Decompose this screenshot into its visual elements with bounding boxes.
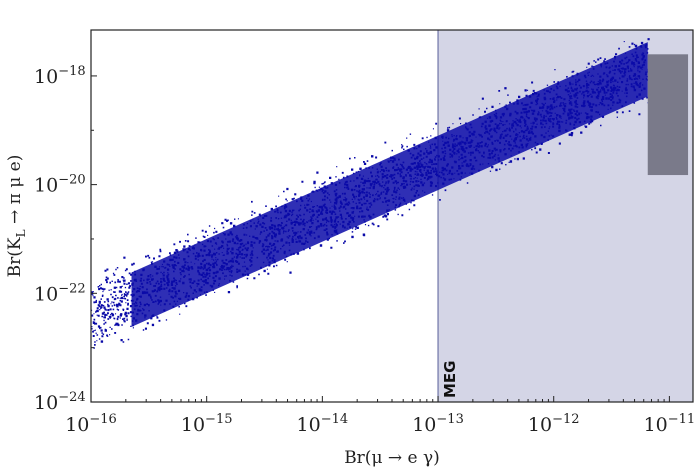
y-tick-label: 10−24	[34, 390, 86, 414]
y-tick-label: 10−18	[34, 64, 86, 88]
meg-label: MEG	[441, 361, 459, 399]
x-axis-label: Br(μ → e γ)	[344, 448, 440, 468]
x-axis-ticks: 10−16 10−15 10−14 10−13 10−12 10−11	[65, 396, 695, 436]
x-tick-label: 10−11	[644, 412, 696, 436]
y-axis-ticks: 10−24 10−22 10−20 10−18	[34, 64, 97, 414]
scatter-point-cloud	[91, 38, 650, 349]
y-tick-label: 10−20	[34, 173, 86, 197]
y-axis-label: Br(KL → π μ e)	[5, 155, 28, 278]
gray-point-region	[647, 54, 689, 176]
scatter-dense-core	[131, 42, 648, 327]
x-tick-label: 10−16	[65, 412, 117, 436]
x-tick-label: 10−14	[297, 412, 349, 436]
x-tick-label: 10−15	[181, 412, 233, 436]
x-tick-label: 10−12	[528, 412, 580, 436]
scatter-points	[91, 38, 650, 349]
x-tick-label: 10−13	[412, 412, 464, 436]
y-tick-label: 10−22	[34, 281, 86, 305]
scatter-points-gray	[647, 54, 689, 176]
